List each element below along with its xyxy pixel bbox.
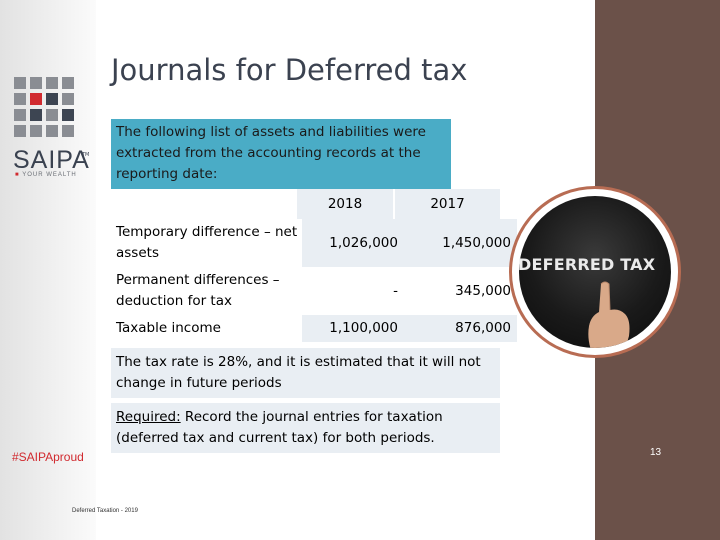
image-background bbox=[519, 196, 671, 348]
footer-text: Deferred Taxation - 2019 bbox=[72, 508, 138, 514]
table-row: Temporary difference – net assets 1,026,… bbox=[111, 219, 517, 267]
table-header-row: 2018 2017 bbox=[111, 189, 500, 219]
slide-content: The following list of assets and liabili… bbox=[111, 119, 517, 453]
table-row: Taxable income 1,100,000 876,000 bbox=[111, 315, 517, 342]
value-2018: 1,026,000 bbox=[302, 219, 406, 267]
page-title: Journals for Deferred tax bbox=[111, 53, 468, 87]
column-header-2018: 2018 bbox=[297, 189, 393, 219]
row-label: Permanent differences – deduction for ta… bbox=[116, 272, 280, 309]
hashtag-label: #SAIPAproud bbox=[12, 450, 84, 464]
saipa-logo-mark bbox=[14, 77, 80, 137]
saipa-logo-text: SAIPA bbox=[13, 146, 90, 174]
column-header-2017: 2017 bbox=[395, 189, 500, 219]
left-sidebar-band bbox=[0, 0, 96, 540]
required-label: Required: bbox=[116, 409, 181, 425]
tax-rate-note: The tax rate is 28%, and it is estimated… bbox=[111, 348, 500, 398]
row-label: Taxable income bbox=[116, 320, 221, 336]
value-2018: 1,100,000 bbox=[302, 315, 406, 342]
value-2017: 345,000 bbox=[406, 267, 517, 315]
table-row: Permanent differences – deduction for ta… bbox=[111, 267, 517, 315]
logo-trademark: TM bbox=[82, 152, 90, 158]
page-number: 13 bbox=[650, 447, 662, 458]
pointing-hand-icon bbox=[588, 281, 630, 348]
intro-text: The following list of assets and liabili… bbox=[111, 119, 451, 189]
value-2017: 1,450,000 bbox=[406, 219, 517, 267]
value-2017: 876,000 bbox=[406, 315, 517, 342]
required-text: Record the journal entries for taxation … bbox=[116, 409, 443, 446]
value-2018: - bbox=[302, 267, 406, 315]
image-caption: DEFERRED TAX bbox=[518, 255, 656, 274]
logo-tagline: ■ YOUR WEALTH bbox=[15, 172, 77, 178]
deferred-tax-image: DEFERRED TAX bbox=[509, 186, 681, 358]
row-label: Temporary difference – net assets bbox=[116, 224, 298, 261]
required-instruction: Required: Record the journal entries for… bbox=[111, 403, 500, 453]
tax-table: Temporary difference – net assets 1,026,… bbox=[111, 219, 517, 342]
